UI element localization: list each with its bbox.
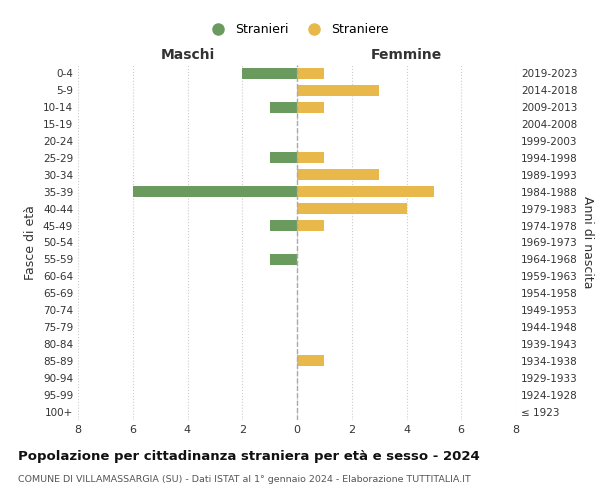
Text: Popolazione per cittadinanza straniera per età e sesso - 2024: Popolazione per cittadinanza straniera p… [18, 450, 480, 463]
Bar [242, 68, 297, 79]
Text: Maschi: Maschi [160, 48, 215, 62]
Bar [269, 152, 297, 164]
Y-axis label: Fasce di età: Fasce di età [25, 205, 37, 280]
Bar [297, 68, 325, 79]
Bar [297, 85, 379, 96]
Bar [297, 220, 325, 231]
Legend: Stranieri, Straniere: Stranieri, Straniere [200, 18, 394, 41]
Bar [269, 254, 297, 265]
Bar [297, 170, 379, 180]
Y-axis label: Anni di nascita: Anni di nascita [581, 196, 594, 289]
Bar [297, 102, 325, 113]
Bar [269, 220, 297, 231]
Text: Femmine: Femmine [371, 48, 442, 62]
Bar [297, 203, 407, 214]
Bar [297, 152, 325, 164]
Text: COMUNE DI VILLAMASSARGIA (SU) - Dati ISTAT al 1° gennaio 2024 - Elaborazione TUT: COMUNE DI VILLAMASSARGIA (SU) - Dati IST… [18, 475, 471, 484]
Bar [297, 356, 325, 366]
Bar [269, 102, 297, 113]
Bar [297, 186, 434, 198]
Bar [133, 186, 297, 198]
